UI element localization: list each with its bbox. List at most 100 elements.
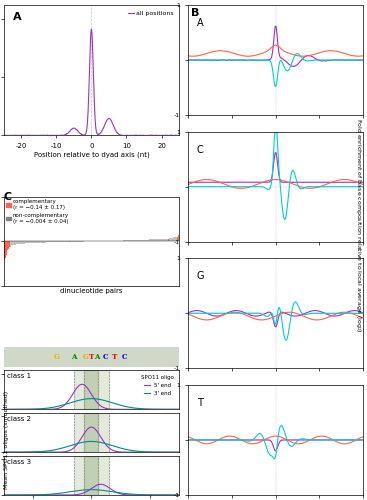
Text: ← putative PRDM9⁰ᶜ binding site →: ← putative PRDM9⁰ᶜ binding site → [49, 376, 134, 381]
Bar [14, 241, 15, 244]
Text: T: T [89, 352, 94, 360]
Text: A: A [197, 18, 203, 28]
Bar [141, 240, 142, 241]
Bar [136, 240, 137, 241]
Text: G: G [53, 352, 59, 360]
Bar [154, 240, 155, 241]
Bar [48, 241, 49, 242]
Bar [21, 241, 22, 244]
Bar [25, 241, 26, 244]
Bar [76, 241, 77, 242]
Bar [63, 241, 64, 242]
Bar [19, 241, 20, 244]
Bar [28, 241, 29, 244]
Bar [174, 237, 175, 241]
Bar [17, 241, 18, 244]
Bar [47, 241, 48, 242]
Bar [130, 240, 131, 241]
Text: C: C [4, 192, 12, 202]
Text: T: T [112, 352, 117, 360]
Bar [162, 239, 163, 241]
Bar [46, 241, 47, 242]
Bar [67, 241, 68, 242]
Bar [44, 241, 45, 242]
Bar [164, 239, 165, 241]
Bar [11, 241, 12, 245]
Text: C: C [121, 352, 127, 360]
Bar [139, 240, 140, 241]
Text: ← 12-bp motif →: ← 12-bp motif → [72, 394, 112, 398]
Bar [33, 241, 34, 243]
Bar [172, 238, 173, 241]
Bar [50, 241, 51, 242]
Text: B: B [192, 8, 200, 18]
Bar [135, 240, 136, 241]
Bar [10, 241, 11, 246]
X-axis label: Position relative to dyad axis (nt): Position relative to dyad axis (nt) [33, 152, 149, 158]
Text: Fold enrichment of base composition relative to local average (log$_2$): Fold enrichment of base composition rela… [354, 118, 363, 332]
Bar [156, 239, 157, 241]
Bar [150, 240, 151, 241]
Bar [39, 241, 40, 242]
Bar [173, 238, 174, 241]
Bar [84, 456, 98, 495]
Bar [41, 241, 42, 242]
Bar [77, 241, 78, 242]
Bar [155, 240, 156, 241]
Bar [12, 241, 13, 245]
Bar [32, 241, 33, 243]
Bar [64, 241, 65, 242]
Bar [157, 239, 158, 241]
Bar [70, 241, 71, 242]
Bar [176, 237, 177, 241]
Bar [142, 240, 143, 241]
Bar [35, 241, 36, 243]
Bar [16, 241, 17, 244]
Bar [145, 240, 146, 241]
Bar [49, 241, 50, 242]
Bar [30, 241, 31, 243]
Bar [160, 239, 161, 241]
Text: A: A [12, 12, 21, 22]
Bar [74, 456, 109, 495]
Text: A: A [95, 352, 100, 360]
Bar [165, 239, 166, 241]
Bar [34, 241, 35, 243]
Bar [26, 241, 27, 244]
Bar [167, 238, 168, 241]
Bar [36, 241, 37, 243]
Bar [134, 240, 135, 241]
X-axis label: dinucleotide pairs: dinucleotide pairs [60, 288, 123, 294]
Bar [15, 241, 16, 244]
Bar [29, 241, 30, 243]
Bar [128, 240, 129, 241]
Text: C: C [197, 145, 203, 155]
Bar [152, 240, 153, 241]
Text: Mean SPO11 oligos (smoothed): Mean SPO11 oligos (smoothed) [4, 391, 9, 489]
Bar [38, 241, 39, 242]
Bar [58, 241, 59, 242]
Bar [31, 241, 32, 243]
Bar [7, 241, 8, 250]
Bar [123, 240, 124, 241]
Legend: all positions: all positions [125, 8, 176, 18]
Bar [74, 370, 109, 410]
Text: G: G [83, 352, 88, 360]
Bar [124, 240, 125, 241]
Bar [84, 370, 98, 410]
Bar [133, 240, 134, 241]
Bar [159, 239, 160, 241]
Bar [71, 241, 72, 242]
Text: T: T [197, 398, 203, 408]
Bar [175, 237, 176, 241]
Bar [62, 241, 63, 242]
Bar [149, 240, 150, 241]
Bar [5, 241, 6, 260]
Bar [131, 240, 132, 241]
Legend: complementary
(r = −0.14 ± 0.17), non-complementary
(r = −0.004 ± 0.04): complementary (r = −0.14 ± 0.17), non-co… [7, 200, 69, 224]
Bar [9, 241, 10, 248]
Text: C: C [103, 352, 108, 360]
Bar [122, 240, 123, 241]
Bar [144, 240, 145, 241]
Text: class 3: class 3 [7, 459, 31, 465]
